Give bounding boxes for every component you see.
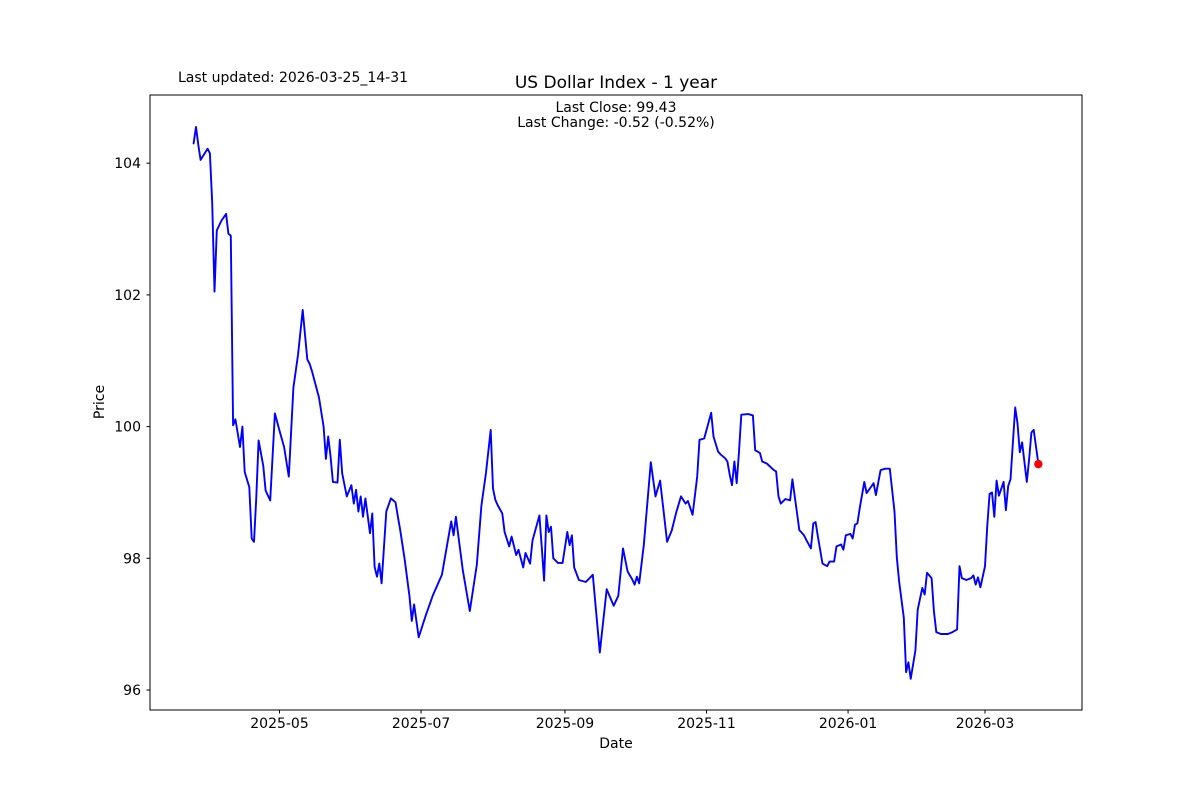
last-close-text: Last Close: 99.43 — [555, 100, 677, 116]
y-tick-label: 96 — [123, 683, 141, 699]
y-tick-label: 98 — [123, 551, 141, 567]
x-tick-label: 2026-01 — [819, 716, 878, 732]
last-updated-text: Last updated: 2026-03-25_14-31 — [178, 70, 409, 86]
x-tick-label: 2025-09 — [536, 716, 595, 732]
y-tick-label: 104 — [114, 156, 141, 172]
x-tick-label: 2025-07 — [392, 716, 451, 732]
chart-title: US Dollar Index - 1 year — [514, 73, 718, 93]
y-axis-label: Price — [92, 384, 108, 420]
plot-frame — [149, 94, 1083, 711]
y-tick-label: 102 — [114, 288, 141, 304]
x-axis-label: Date — [599, 736, 633, 752]
x-tick-label: 2025-05 — [250, 716, 309, 732]
price-line — [192, 126, 1040, 680]
x-tick-label: 2026-03 — [956, 716, 1015, 732]
x-tick-label: 2025-11 — [677, 716, 736, 732]
last-change-text: Last Change: -0.52 (-0.52%) — [517, 115, 715, 131]
last-close-marker — [1034, 459, 1043, 469]
y-tick-label: 100 — [114, 420, 141, 436]
